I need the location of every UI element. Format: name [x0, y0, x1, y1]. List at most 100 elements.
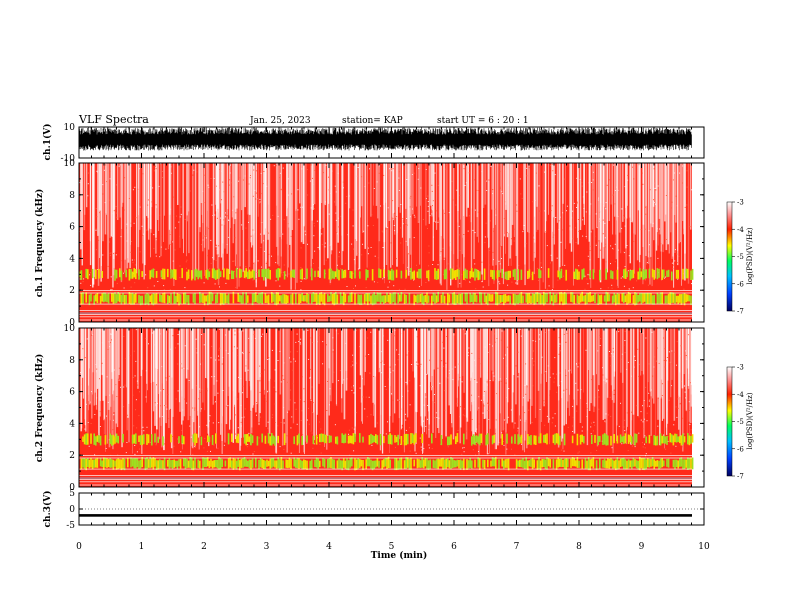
psd-streak	[678, 328, 680, 396]
psd-streak	[685, 328, 688, 412]
psd-band-segment	[426, 292, 428, 304]
psd-streak	[102, 328, 105, 401]
psd-streak	[656, 163, 658, 233]
psd-band-segment	[371, 294, 374, 306]
psd-band-segment	[554, 294, 556, 303]
psd-band-segment	[405, 269, 407, 278]
psd-speckle	[666, 408, 668, 410]
psd-streak	[462, 163, 463, 238]
psd-band-segment	[583, 436, 585, 444]
psd-speckle	[160, 405, 161, 407]
psd-band-segment	[173, 269, 175, 279]
psd-speckle	[510, 409, 512, 411]
psd-band-segment	[211, 435, 214, 445]
psd-speckle	[225, 282, 227, 284]
psd-speckle	[330, 192, 332, 194]
psd-band-segment	[413, 270, 415, 280]
psd-streak	[239, 328, 241, 451]
psd-speckle	[259, 202, 260, 204]
psd-speckle	[666, 239, 668, 240]
psd-speckle	[163, 289, 165, 291]
psd-speckle	[563, 392, 565, 393]
psd-streak	[682, 328, 684, 452]
psd-streak	[406, 328, 409, 418]
psd-band-segment	[336, 436, 339, 445]
psd-band-segment	[263, 269, 265, 281]
psd-speckle	[406, 218, 408, 219]
psd-speckle	[240, 378, 242, 379]
psd-streak	[672, 163, 674, 257]
psd-band-segment	[383, 459, 385, 468]
y-tick-label: -10	[61, 154, 76, 164]
psd-band-segment	[304, 295, 307, 302]
psd-streak	[151, 328, 153, 442]
psd-speckle	[272, 214, 274, 216]
psd-band-segment	[591, 458, 593, 467]
psd-speckle	[547, 365, 549, 367]
psd-speckle	[268, 253, 270, 255]
psd-speckle	[281, 188, 283, 190]
psd-speckle	[306, 419, 308, 421]
psd-speckle	[499, 263, 501, 265]
psd-streak	[200, 163, 203, 203]
psd-band-segment	[687, 294, 689, 302]
psd-streak	[341, 328, 343, 399]
psd-speckle	[80, 372, 81, 374]
psd-speckle	[586, 408, 588, 410]
psd-speckle	[355, 362, 357, 364]
psd-speckle	[268, 346, 270, 348]
psd-band-segment	[610, 458, 612, 467]
x-tick-label: 9	[639, 542, 645, 552]
psd-line	[79, 468, 692, 470]
psd-speckle	[582, 235, 584, 237]
psd-streak	[288, 163, 290, 228]
psd-speckle	[691, 283, 692, 285]
psd-streak	[281, 163, 283, 234]
psd-band-segment	[528, 436, 531, 445]
psd-speckle	[544, 372, 546, 374]
psd-speckle	[655, 206, 657, 208]
psd-speckle	[464, 185, 466, 186]
psd-band-segment	[608, 294, 611, 302]
psd-band-segment	[493, 434, 495, 443]
psd-streak	[204, 328, 206, 411]
psd-streak	[150, 163, 152, 233]
psd-speckle	[434, 388, 436, 390]
ch2-spectrogram-panel	[78, 327, 705, 488]
psd-band-segment	[299, 459, 302, 468]
psd-speckle	[420, 187, 422, 189]
psd-band-segment	[560, 268, 563, 278]
psd-band-segment	[175, 269, 177, 280]
psd-speckle	[539, 409, 541, 410]
psd-speckle	[675, 195, 677, 197]
psd-band-segment	[96, 292, 99, 304]
psd-speckle	[172, 260, 174, 262]
psd-speckle	[533, 360, 535, 362]
psd-speckle	[624, 430, 626, 432]
psd-band-segment	[451, 457, 454, 468]
psd-band-segment	[203, 457, 206, 467]
psd-streak	[522, 328, 524, 451]
psd-speckle	[668, 399, 670, 401]
psd-speckle	[287, 381, 289, 383]
psd-band-segment	[691, 457, 694, 470]
psd-streak	[208, 328, 210, 447]
psd-band-segment	[227, 433, 230, 445]
psd-band-segment	[141, 295, 143, 305]
psd-speckle	[417, 220, 419, 221]
psd-streak	[634, 163, 636, 235]
psd-speckle	[578, 451, 580, 453]
psd-streak	[295, 163, 297, 211]
psd-band-segment	[298, 458, 300, 470]
psd-streak	[443, 163, 445, 210]
psd-speckle	[170, 208, 172, 210]
psd-speckle	[309, 180, 311, 182]
psd-speckle	[427, 405, 429, 406]
psd-streak	[637, 328, 639, 417]
psd-band-segment	[250, 459, 252, 470]
psd-streak	[199, 328, 201, 436]
psd-band-segment	[261, 292, 263, 305]
psd-band-segment	[367, 270, 369, 278]
station-label: station= KAP	[342, 116, 403, 126]
psd-speckle	[607, 287, 609, 289]
